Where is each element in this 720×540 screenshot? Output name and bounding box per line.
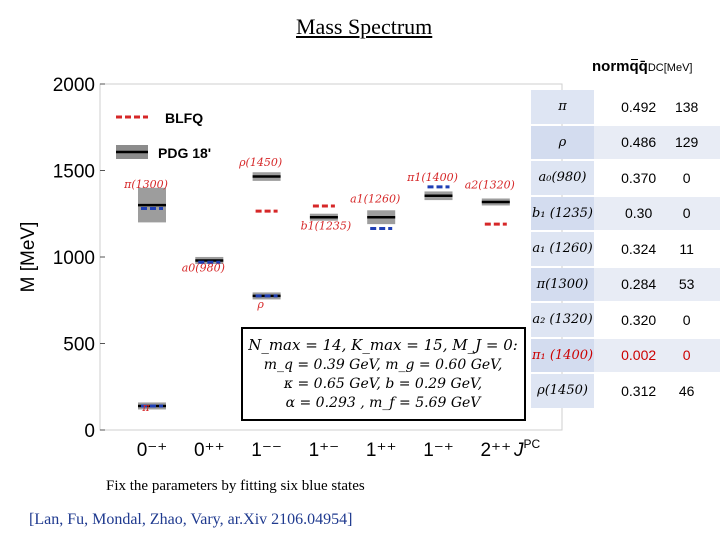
x-tick-label: 1⁻⁺: [423, 440, 454, 461]
table-row: b₁ (1235) 0.30 0: [531, 196, 720, 230]
parameter-table: π 0.492 138 ρ 0.486 129 a₀(980) 0.370 0 b₁ (1235)…: [531, 88, 720, 410]
deviation-cell: 0: [661, 196, 720, 230]
state-cell: ρ: [531, 125, 594, 159]
state-cell: ρ(1450): [531, 374, 594, 408]
chart-axes: 0 500 1000 1500 2000 0⁻⁺ 0⁺⁺ 1⁻⁻ 1⁺⁻ 1⁺⁺ 1⁻⁺ 2⁺⁺ JPC…: [18, 75, 563, 461]
parameter-box-frame: [241, 327, 526, 421]
value-cell: 0.284: [594, 267, 662, 301]
value-cell: 0.30: [594, 196, 662, 230]
state-label: ρ(1450): [238, 156, 282, 169]
value-cell: 0.370: [594, 161, 662, 195]
x-tick-label: 2⁺⁺: [480, 440, 511, 461]
citation: [Lan, Fu, Mondal, Zhao, Vary, ar.Xiv 210…: [29, 511, 353, 528]
value-cell: 0.324: [594, 232, 662, 266]
y-tick-label: 1000: [53, 248, 95, 269]
parameter-box: N_max = 14, K_max = 15, M_J = 0: m_q = 0.…: [241, 327, 526, 421]
chart-legend: BLFQ PDG 18': [116, 110, 211, 161]
value-cell: 0.312: [594, 374, 662, 408]
table-row: a₂ (1320) 0.320 0: [531, 303, 720, 337]
y-tick-label: 0: [84, 421, 95, 442]
table-row: a₁ (1260) 0.324 11: [531, 232, 720, 266]
value-cell: 0.492: [594, 90, 662, 124]
table-row: π₁ (1400) 0.002 0: [531, 338, 720, 372]
state-label: a0(980): [182, 262, 225, 275]
table-row: a₀(980) 0.370 0: [531, 161, 720, 195]
state-cell: π₁ (1400): [531, 338, 594, 372]
legend-blfq-label: BLFQ: [165, 110, 203, 126]
state-cell: π(1300): [531, 267, 594, 301]
footnote: Fix the parameters by fitting six blue s…: [106, 478, 365, 494]
x-tick-label: 0⁺⁺: [194, 440, 225, 461]
deviation-cell: 138: [661, 90, 720, 124]
deviation-cell: 0: [661, 161, 720, 195]
table-row: ρ 0.486 129: [531, 125, 720, 159]
slide-title: Mass Spectrum: [296, 14, 433, 39]
parameter-line-3: κ = 0.65 GeV, b = 0.29 GeV,: [283, 376, 482, 392]
table-header: normqq̄DC[MeV]: [592, 58, 692, 75]
parameter-line-2: m_q = 0.39 GeV, m_g = 0.60 GeV,: [264, 357, 503, 373]
deviation-cell: 0: [661, 303, 720, 337]
state-cell: π: [531, 90, 594, 124]
x-tick-label: 0⁻⁺: [137, 440, 168, 461]
table-row: π(1300) 0.284 53: [531, 267, 720, 301]
state-label: b1(1235): [301, 219, 352, 232]
state-cell: a₀(980): [531, 161, 594, 195]
parameter-line-1: N_max = 14, K_max = 15, M_J = 0:: [247, 336, 518, 354]
state-cell: a₂ (1320): [531, 303, 594, 337]
state-label: π1(1400): [406, 171, 458, 184]
chart-state-labels: π π(1300) a0(980) ρ ρ(1450) b1(1235) a1(1260) π…: [123, 156, 515, 414]
table-row: π 0.492 138: [531, 90, 720, 124]
x-tick-label: 1⁺⁺: [366, 440, 397, 461]
y-tick-label: 500: [63, 335, 95, 356]
y-axis-label: M [MeV]: [18, 222, 39, 293]
state-label: a1(1260): [350, 193, 400, 206]
deviation-cell: 11: [661, 232, 720, 266]
state-label: ρ: [256, 298, 264, 311]
value-cell: 0.320: [594, 303, 662, 337]
state-label: a2(1320): [465, 179, 515, 192]
chart-marks: [138, 172, 510, 410]
state-cell: b₁ (1235): [531, 196, 594, 230]
deviation-cell: 46: [661, 374, 720, 408]
x-tick-label: 1⁻⁻: [251, 440, 282, 461]
y-tick-label: 1500: [53, 162, 95, 183]
legend-pdg-label: PDG 18': [158, 145, 211, 161]
state-label: π: [141, 401, 150, 414]
parameter-line-4: α = 0.293 , m_f = 5.69 GeV: [286, 395, 483, 411]
value-cell: 0.486: [594, 125, 662, 159]
value-cell: 0.002: [594, 338, 662, 372]
x-tick-label: 1⁺⁻: [309, 440, 340, 461]
table-row: ρ(1450) 0.312 46: [531, 374, 720, 408]
state-cell: a₁ (1260): [531, 232, 594, 266]
y-tick-label: 2000: [53, 75, 95, 96]
table-header-label: normqq̄: [592, 58, 648, 75]
deviation-cell: 129: [661, 125, 720, 159]
deviation-cell: 0: [661, 338, 720, 372]
x-axis-label: JPC: [513, 437, 541, 461]
deviation-cell: 53: [661, 267, 720, 301]
state-label: π(1300): [123, 178, 168, 191]
table-header-unit: DC[MeV]: [647, 62, 693, 74]
